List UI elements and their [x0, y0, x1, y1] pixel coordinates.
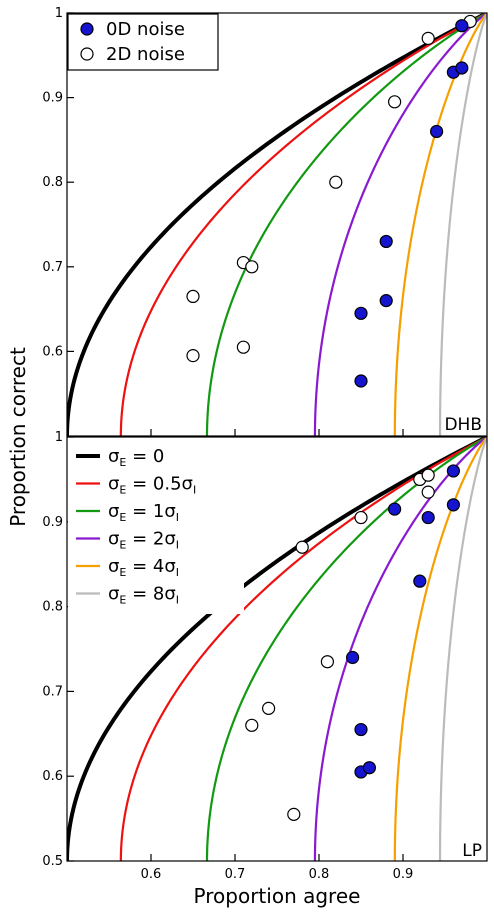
legend-label: 2D noise	[106, 44, 185, 65]
data-points-lp	[245, 464, 460, 821]
panel-tag-dhb: DHB	[444, 415, 482, 435]
model-curve	[393, 13, 487, 436]
legend-label: σE = 0	[108, 446, 164, 469]
point-0d-noise	[446, 498, 460, 512]
model-curve	[119, 13, 487, 436]
model-curve	[67, 13, 487, 436]
point-2d-noise	[354, 510, 368, 525]
panel-frame-dhb	[66, 12, 488, 437]
legend-label: 0D noise	[106, 19, 185, 40]
y-tick-label: 0.7	[42, 684, 63, 699]
marker-legend: 0D noise 2D noise	[67, 13, 219, 71]
model-curve	[119, 437, 487, 861]
curve-legend: σE = 0 σE = 0.5σI σE = 1σI σE = 2σI σE = 4σI…	[68, 438, 244, 614]
y-tick-label: 0.6	[42, 769, 63, 784]
point-2d-noise	[295, 540, 309, 554]
point-0d-noise	[455, 19, 469, 33]
point-0d-noise	[446, 464, 460, 478]
point-2d-noise	[421, 31, 435, 45]
y-tick-label: 0.7	[42, 260, 63, 275]
panel-frame-lp	[66, 436, 488, 862]
point-2d-noise	[421, 485, 435, 499]
panel-dhb: 0.6 0.7 0.8 0.9 1 DHB 0D noise 2D noise	[42, 6, 488, 437]
point-0d-noise	[362, 761, 376, 775]
y-ticks-dhb: 0.6 0.7 0.8 0.9 1	[42, 6, 74, 359]
x-tick-label: 0.6	[141, 867, 162, 882]
point-0d-noise	[379, 234, 393, 249]
model-curve	[438, 13, 487, 436]
point-0d-noise	[388, 502, 402, 516]
legend-label: σE = 0.5σI	[108, 474, 196, 497]
point-2d-noise	[245, 718, 259, 732]
model-curve	[205, 13, 487, 436]
x-tick-labels: 0.6 0.7 0.8 0.9	[141, 867, 414, 882]
point-2d-noise	[388, 95, 402, 109]
y-tick-label: 1	[55, 430, 63, 445]
model-curve	[205, 437, 487, 861]
point-2d-noise	[245, 260, 259, 274]
legend-marker	[80, 22, 94, 36]
legend-marker	[80, 47, 94, 61]
x-axis-title: Proportion agree	[194, 884, 361, 908]
legend-label: σE = 4σI	[108, 556, 179, 579]
point-2d-noise	[320, 655, 334, 669]
point-2d-noise	[262, 701, 276, 715]
y-tick-label: 1	[55, 6, 63, 21]
y-tick-label: 0.6	[42, 344, 63, 359]
y-tick-label: 0.5	[42, 854, 63, 869]
point-0d-noise	[354, 722, 368, 737]
point-0d-noise	[354, 306, 368, 320]
y-axis-title: Proportion correct	[6, 347, 30, 527]
point-2d-noise	[421, 468, 435, 482]
y-tick-label: 0.8	[42, 175, 63, 190]
point-0d-noise	[421, 510, 435, 525]
x-tick-label: 0.7	[225, 867, 246, 882]
panel-tag-lp: LP	[462, 841, 482, 861]
model-curves-dhb	[67, 13, 487, 436]
point-2d-noise	[186, 349, 200, 363]
point-2d-noise	[186, 289, 200, 304]
point-0d-noise	[413, 574, 427, 588]
point-0d-noise	[346, 650, 360, 665]
x-ticks-lp	[150, 854, 404, 861]
point-2d-noise	[329, 175, 343, 189]
legend-label: σE = 8σI	[108, 584, 179, 607]
legend-label: σE = 1σI	[108, 501, 179, 524]
point-2d-noise	[287, 807, 301, 821]
y-tick-label: 0.8	[42, 600, 63, 615]
model-curve	[313, 13, 487, 436]
point-0d-noise	[379, 294, 393, 308]
point-0d-noise	[430, 124, 444, 139]
point-0d-noise	[354, 374, 368, 388]
model-curve	[313, 437, 487, 861]
x-ticks-dhb	[150, 429, 404, 436]
curve-legend-box	[68, 438, 244, 614]
point-0d-noise	[455, 61, 469, 75]
data-points-dhb	[186, 14, 477, 388]
point-2d-noise	[236, 340, 250, 354]
legend-label: σE = 2σI	[108, 529, 179, 552]
model-curve	[67, 437, 487, 861]
x-tick-label: 0.8	[309, 867, 330, 882]
model-curve	[438, 437, 487, 861]
marker-legend-box	[67, 13, 219, 71]
y-ticks-lp: 0.5 0.6 0.7 0.8 0.9 1	[42, 430, 74, 869]
x-tick-label: 0.9	[393, 867, 414, 882]
y-tick-label: 0.9	[42, 91, 63, 106]
y-tick-label: 0.9	[42, 515, 63, 530]
